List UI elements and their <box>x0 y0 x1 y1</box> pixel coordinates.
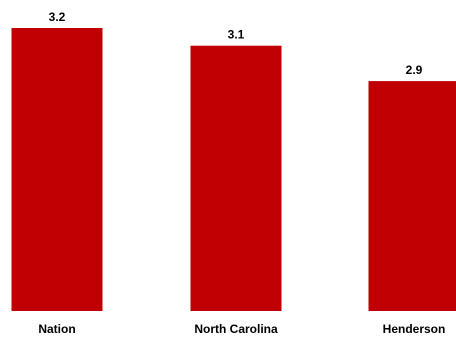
category-label-nation: Nation <box>38 322 75 336</box>
category-labels-layer: Nation North Carolina Henderson <box>38 322 445 336</box>
data-label-henderson: 2.9 <box>406 63 423 77</box>
category-label-henderson: Henderson <box>383 322 446 336</box>
bar-henderson <box>368 81 456 311</box>
bar-north-carolina <box>190 45 282 311</box>
value-labels-layer: 3.2 3.1 2.9 <box>49 10 423 77</box>
data-label-north-carolina: 3.1 <box>228 28 245 42</box>
data-label-nation: 3.2 <box>49 10 66 24</box>
bars-layer <box>11 28 456 311</box>
bar-nation <box>11 28 103 311</box>
category-label-north-carolina: North Carolina <box>194 322 278 336</box>
